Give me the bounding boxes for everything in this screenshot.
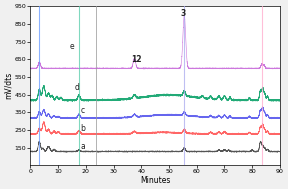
Y-axis label: mV/dts: mV/dts bbox=[4, 72, 13, 99]
X-axis label: Minutes: Minutes bbox=[140, 176, 170, 185]
Text: e: e bbox=[69, 42, 74, 51]
Text: b: b bbox=[80, 124, 85, 133]
Text: d: d bbox=[75, 83, 80, 92]
Text: 3: 3 bbox=[181, 9, 186, 18]
Text: 12: 12 bbox=[132, 55, 142, 64]
Text: a: a bbox=[80, 142, 85, 151]
Text: c: c bbox=[80, 106, 84, 115]
